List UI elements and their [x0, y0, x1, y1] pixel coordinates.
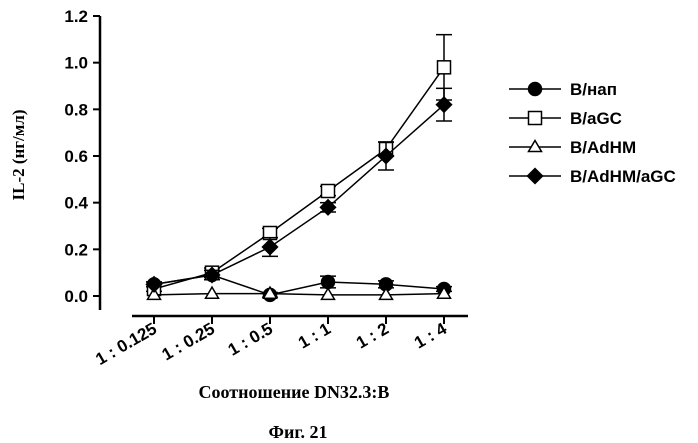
y-tick-label: 1.0 — [64, 54, 88, 73]
legend-item: B/aGC — [509, 109, 622, 128]
series-4 — [146, 88, 452, 292]
y-ticks: 0.0 0.2 0.4 0.6 0.8 1.0 1.2 — [64, 7, 100, 306]
x-axis-label: Соотношение DN32.3:B — [199, 382, 390, 402]
series-line — [154, 105, 444, 285]
legend-label: B/AdHM/aGC — [570, 167, 676, 186]
data-point — [322, 185, 335, 198]
x-tick-label: 1 : 0.5 — [225, 319, 276, 360]
legend-marker — [529, 112, 542, 125]
x-tick-label: 1 : 0.25 — [159, 319, 218, 364]
legend-label: B/нап — [570, 80, 617, 99]
data-point — [438, 61, 451, 74]
legend-label: B/aGC — [570, 109, 622, 128]
y-tick-label: 0.2 — [64, 240, 88, 259]
y-tick-label: 0.0 — [64, 287, 88, 306]
axes — [100, 16, 468, 316]
series-1 — [146, 269, 452, 302]
x-tick-label: 1 : 0.125 — [92, 319, 160, 369]
data-point — [263, 240, 278, 255]
legend-marker — [528, 169, 543, 184]
legend: B/нап B/aGC B/AdHM B/AdHM/aGC — [509, 80, 676, 186]
series-2 — [146, 35, 452, 296]
data-point — [206, 287, 219, 298]
data-point — [380, 288, 393, 299]
data-point — [322, 276, 335, 289]
legend-item: B/AdHM — [509, 138, 636, 157]
series-line — [154, 67, 444, 289]
y-axis-label: IL-2 (нг/мл) — [9, 109, 28, 200]
legend-item: B/AdHM/aGC — [509, 167, 676, 186]
y-tick-label: 0.4 — [64, 194, 88, 213]
y-tick-label: 0.6 — [64, 147, 88, 166]
y-tick-label: 1.2 — [64, 7, 88, 26]
legend-label: B/AdHM — [570, 138, 636, 157]
legend-marker — [529, 83, 542, 96]
data-point — [322, 288, 335, 299]
x-ticks: 1 : 0.1251 : 0.251 : 0.51 : 11 : 21 : 4 — [92, 316, 450, 369]
figure-caption: Фиг. 21 — [269, 422, 328, 442]
x-tick-label: 1 : 1 — [295, 319, 334, 352]
series-line — [154, 294, 444, 295]
x-tick-label: 1 : 2 — [353, 319, 392, 352]
series-group — [146, 35, 452, 302]
legend-marker — [529, 141, 542, 152]
legend-item: B/нап — [509, 80, 617, 99]
y-tick-label: 0.8 — [64, 100, 88, 119]
